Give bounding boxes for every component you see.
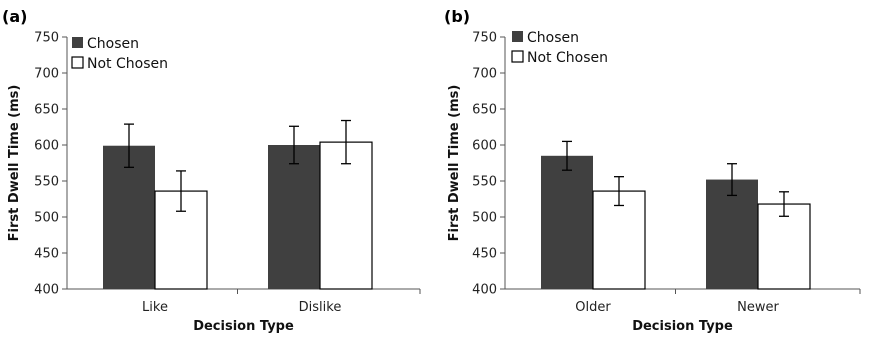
bar-not-chosen-dislike [319, 141, 373, 290]
y-tick-label: 650 [34, 103, 59, 118]
y-tick-label: 750 [34, 31, 59, 46]
panel-label: (b) [444, 7, 470, 26]
legend-label: Not Chosen [527, 50, 608, 66]
y-tick-label: 500 [34, 211, 59, 226]
y-tick-label: 550 [34, 175, 59, 190]
legend-swatch-chosen [512, 31, 523, 42]
x-axis-title: Decision Type [632, 319, 733, 334]
y-tick-label: 650 [472, 103, 497, 118]
panel-label: (a) [2, 7, 27, 26]
x-category-label: Dislike [299, 300, 342, 315]
y-tick-label: 600 [34, 139, 59, 154]
chart-panel-1: (a) 400 450 500 550 600 650 700 750 Like Dislike De… [2, 7, 421, 334]
y-tick-label: 400 [472, 283, 497, 298]
y-tick-label: 750 [472, 31, 497, 46]
legend-label: Chosen [87, 36, 139, 52]
x-axis-title: Decision Type [193, 319, 294, 334]
y-tick-label: 450 [34, 247, 59, 262]
legend-label: Not Chosen [87, 56, 168, 72]
legend-swatch-not-chosen [511, 50, 524, 63]
bar-not-chosen-older [592, 190, 646, 290]
bar-not-chosen-like [154, 190, 208, 290]
bar-chosen-older [541, 155, 593, 289]
chart-panel-2: (b) 400 450 500 550 600 650 700 750 Older Newer Dec… [444, 7, 861, 334]
bar-not-chosen-newer [757, 203, 811, 290]
x-category-label: Older [575, 300, 611, 315]
y-axis-title: First Dwell Time (ms) [7, 85, 22, 242]
y-tick-label: 550 [472, 175, 497, 190]
y-axis-title: First Dwell Time (ms) [447, 85, 462, 242]
legend-swatch-not-chosen [71, 56, 84, 69]
y-tick-label: 400 [34, 283, 59, 298]
legend-swatch-chosen [72, 37, 83, 48]
bar-chosen-newer [706, 179, 758, 289]
bar-chosen-like [103, 145, 155, 289]
y-tick-label: 700 [34, 67, 59, 82]
y-tick-label: 700 [472, 67, 497, 82]
x-category-label: Newer [737, 300, 779, 315]
legend-label: Chosen [527, 30, 579, 46]
y-tick-label: 500 [472, 211, 497, 226]
x-category-label: Like [142, 300, 168, 315]
bar-chosen-dislike [268, 145, 320, 289]
y-tick-label: 450 [472, 247, 497, 262]
y-tick-label: 600 [472, 139, 497, 154]
